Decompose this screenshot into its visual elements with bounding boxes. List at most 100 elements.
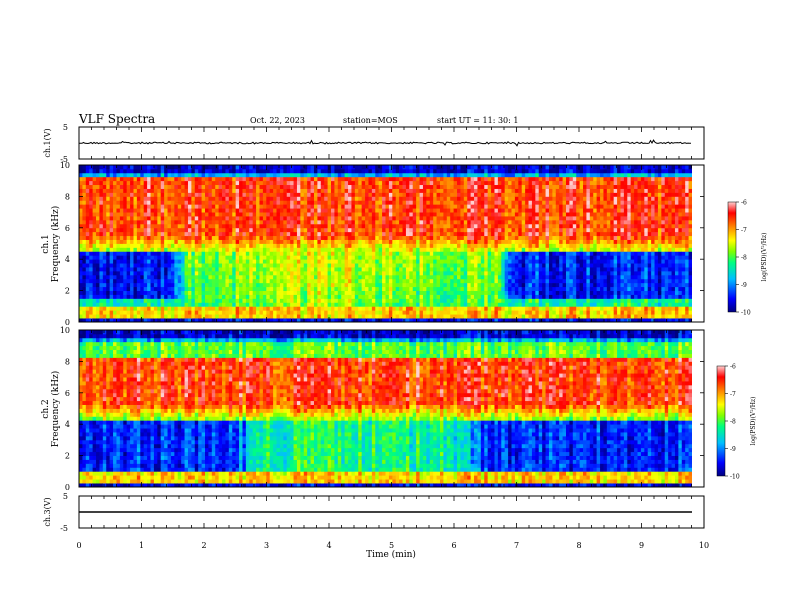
spectrogram-cell: [324, 251, 329, 256]
spectrogram-cell: [300, 239, 305, 244]
spectrogram-cell: [463, 243, 468, 248]
spectrogram-cell: [494, 318, 499, 323]
spectrogram-cell: [487, 239, 492, 244]
spectrogram-cell: [201, 231, 206, 237]
spectrogram-cell: [395, 184, 400, 189]
spectrogram-cell: [140, 204, 145, 209]
spectrogram-cell: [385, 259, 390, 264]
spectrogram-cell: [351, 314, 356, 319]
spectrogram-cell: [290, 255, 294, 260]
spectrogram-cell: [402, 188, 407, 193]
spectrogram-cell: [239, 172, 243, 178]
spectrogram-cell: [191, 247, 196, 252]
spectrogram-cell: [150, 196, 155, 201]
spectrogram-cell: [484, 282, 489, 288]
spectrogram-cell: [79, 176, 83, 182]
spectrogram-cell: [402, 302, 407, 307]
spectrogram-cell: [164, 267, 168, 272]
spectrogram-cell: [99, 165, 104, 170]
spectrogram-cell: [191, 192, 196, 197]
spectrogram-cell: [327, 251, 332, 256]
spectrogram-cell: [378, 204, 383, 209]
spectrogram-cell: [463, 314, 468, 319]
spectrogram-cell: [119, 184, 124, 189]
spectrogram-cell: [344, 290, 349, 295]
spectrogram-cell: [113, 255, 117, 260]
spectrogram-cell: [147, 302, 151, 307]
spectrogram-cell: [276, 231, 281, 237]
spectrogram-cell: [262, 239, 267, 244]
spectrogram-cell: [320, 231, 325, 237]
spectrogram-cell: [123, 243, 128, 248]
spectrogram-cell: [416, 176, 420, 182]
spectrogram-cell: [228, 263, 233, 268]
spectrogram-cell: [123, 239, 128, 244]
spectrogram-cell: [351, 290, 356, 295]
spectrogram-cell: [446, 176, 451, 182]
spectrogram-cell: [276, 314, 281, 319]
spectrogram-cell: [467, 251, 472, 256]
spectrogram-cell: [419, 282, 424, 288]
spectrogram-cell: [412, 314, 417, 319]
spectrogram-cell: [106, 172, 111, 178]
spectrogram-cell: [480, 176, 485, 182]
spectrogram-cell: [426, 255, 431, 260]
spectrogram-cell: [279, 251, 284, 256]
spectrogram-cell: [439, 302, 444, 307]
spectrogram-cell: [177, 188, 182, 193]
spectrogram-cell: [113, 314, 117, 319]
spectrogram-cell: [96, 223, 100, 229]
spectrogram-cell: [341, 184, 346, 189]
spectrogram-cell: [341, 231, 346, 237]
spectrogram-cell: [453, 184, 458, 189]
spectrogram-cell: [310, 259, 315, 264]
spectrogram-cell: [222, 200, 226, 205]
spectrogram-cell: [174, 259, 179, 264]
spectrogram-cell: [266, 168, 271, 174]
spectrogram-cell: [426, 263, 431, 268]
spectrogram-cell: [375, 188, 380, 193]
spectrogram-cell: [378, 314, 383, 319]
spectrogram-cell: [405, 247, 410, 252]
spectrogram-cell: [334, 278, 339, 284]
spectrogram-cell: [429, 310, 434, 315]
spectrogram-cell: [205, 290, 209, 295]
spectrogram-cell: [351, 286, 356, 292]
spectrogram-cell: [303, 267, 308, 272]
spectrogram-cell: [450, 184, 455, 189]
spectrogram-cell: [157, 243, 162, 248]
spectrogram-cell: [239, 294, 243, 299]
spectrogram-cell: [266, 188, 271, 193]
spectrogram-cell: [491, 219, 495, 225]
spectrogram-cell: [116, 274, 121, 280]
spectrogram-cell: [375, 168, 380, 174]
spectrogram-cell: [477, 168, 482, 174]
spectrogram-cell: [283, 235, 288, 240]
spectrogram-cell: [310, 318, 315, 323]
spectrogram-cell: [419, 274, 424, 280]
spectrogram-cell: [378, 235, 383, 240]
spectrogram-cell: [341, 274, 346, 280]
spectrogram-cell: [446, 223, 451, 229]
spectrogram-cell: [215, 267, 220, 272]
spectrogram-cell: [388, 184, 393, 189]
spectrogram-cell: [426, 274, 431, 280]
spectrogram-cell: [269, 290, 274, 295]
spectrogram-cell: [232, 208, 237, 213]
spectrogram-cell: [286, 270, 291, 276]
spectrogram-cell: [177, 290, 182, 295]
spectrogram-cell: [388, 318, 393, 323]
spectrogram-cell: [296, 251, 301, 256]
spectrogram-cell: [358, 247, 363, 252]
spectrogram-cell: [85, 212, 90, 217]
spectrogram-cell: [443, 227, 448, 233]
spectrogram-cell: [392, 294, 397, 299]
spectrogram-cell: [371, 231, 376, 237]
spectrogram-cell: [460, 176, 465, 182]
spectrogram-cell: [320, 208, 325, 213]
spectrogram-cell: [491, 231, 495, 237]
spectrogram-cell: [245, 251, 250, 256]
spectrogram-cell: [443, 251, 448, 256]
spectrogram-cell: [443, 192, 448, 197]
spectrogram-cell: [453, 172, 458, 178]
